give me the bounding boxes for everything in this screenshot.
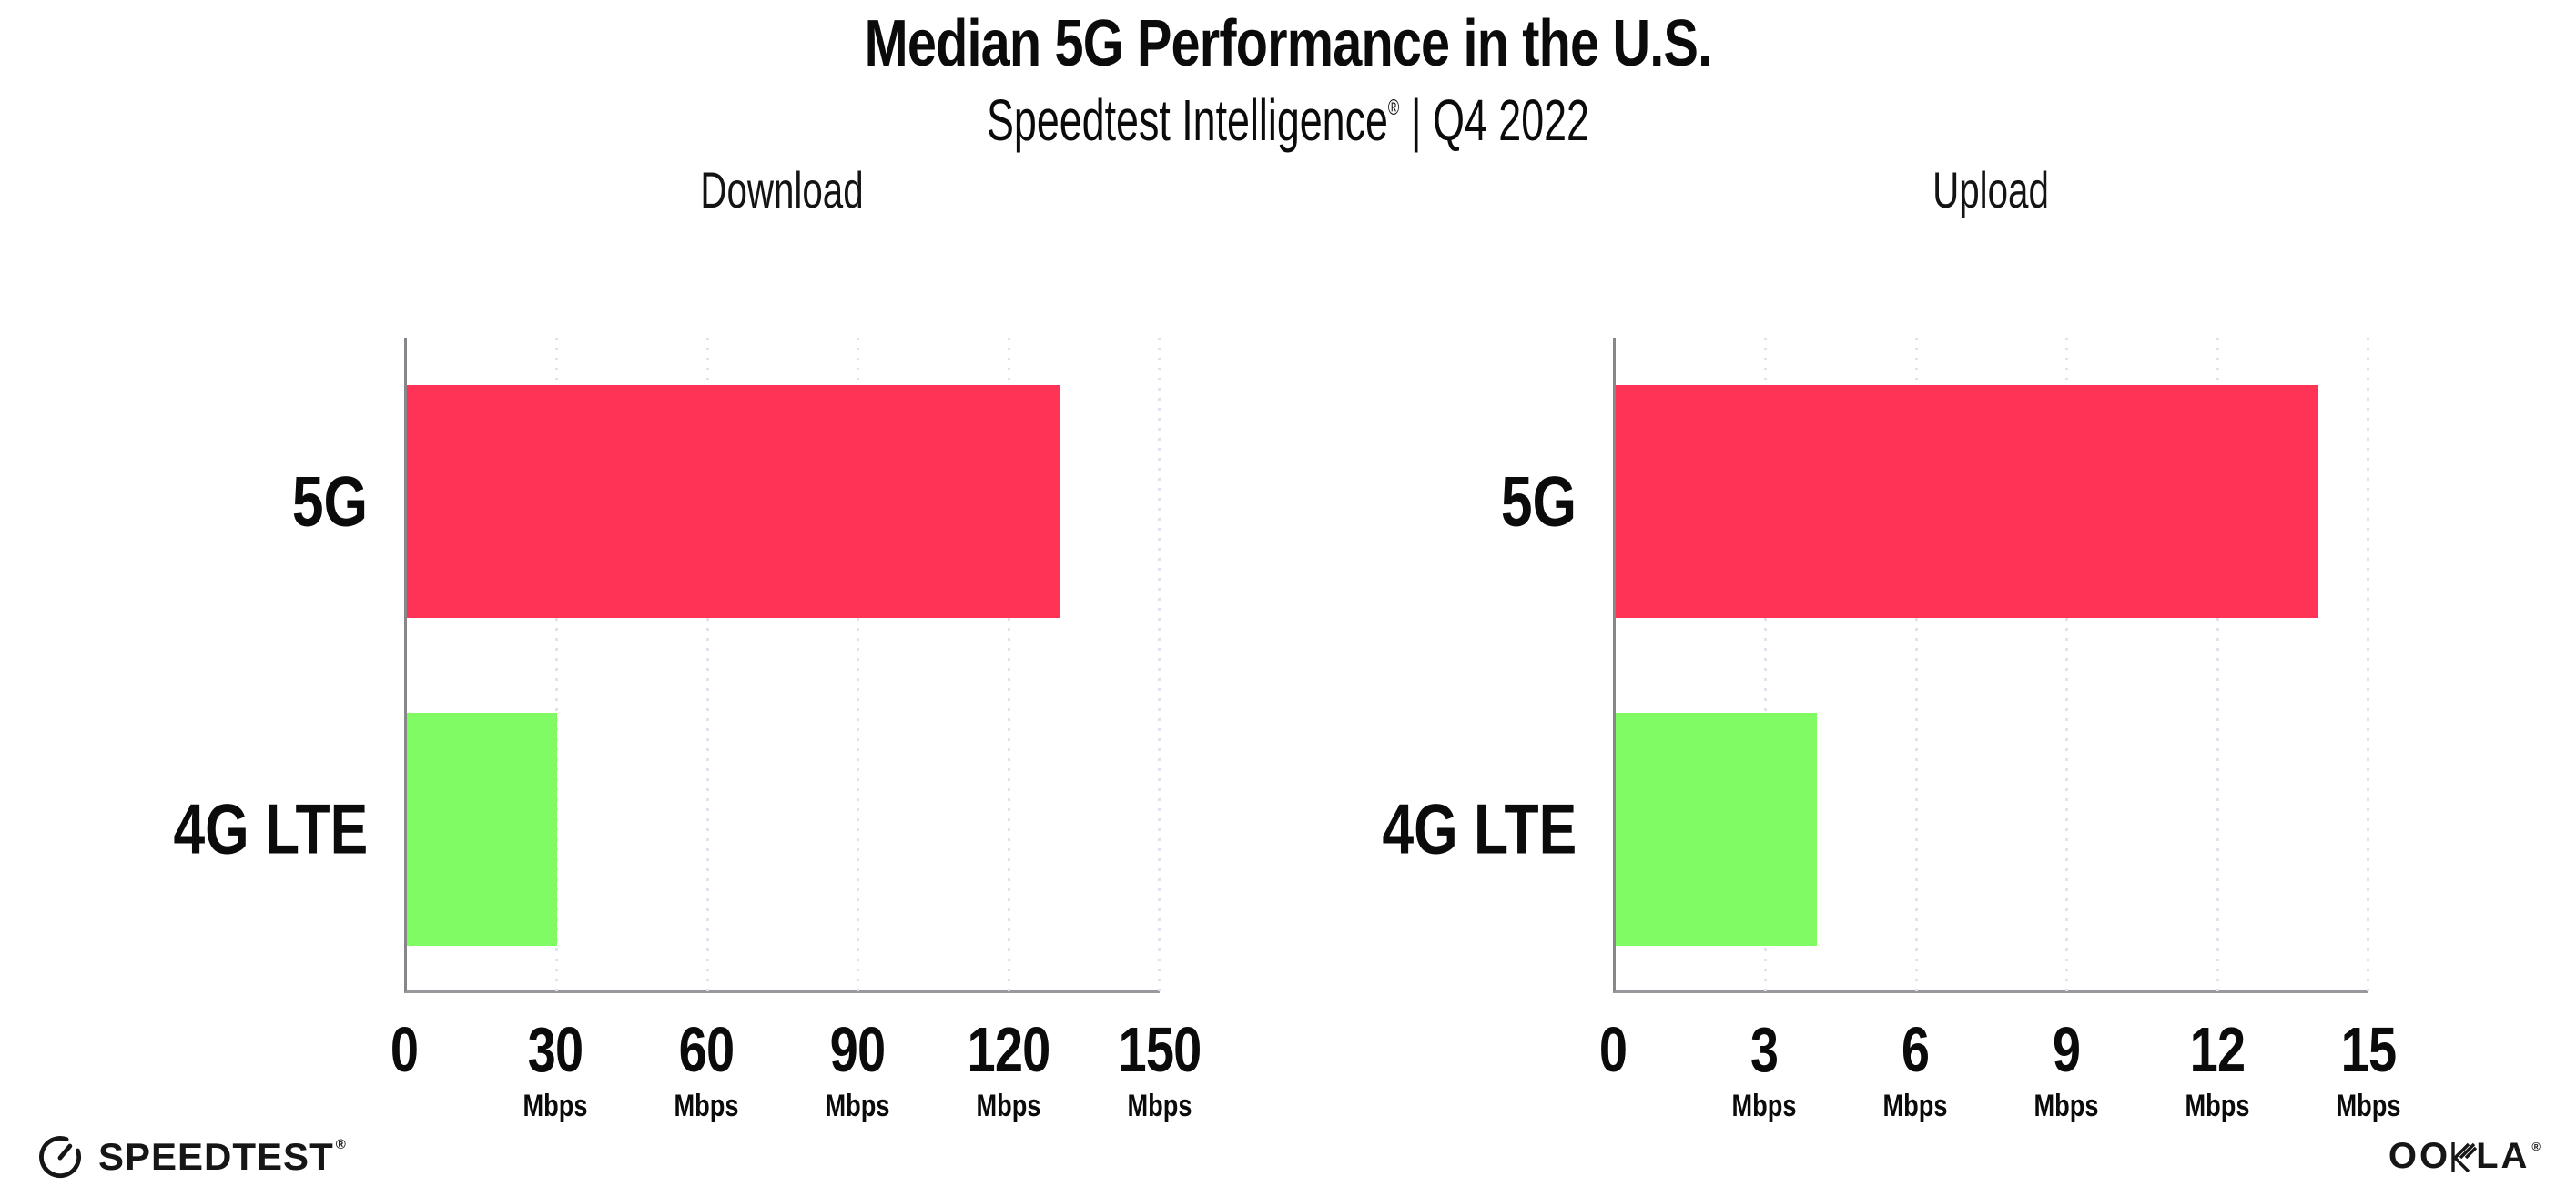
gridline — [1764, 338, 1768, 993]
header: Median 5G Performance in the U.S. Speedt… — [0, 0, 2576, 149]
registered-trademark-icon: ® — [1387, 96, 1400, 120]
x-tick-unit: Mbps — [976, 1089, 1041, 1123]
x-tick: 3 Mbps — [1684, 1017, 1844, 1124]
x-tick: 0 — [1533, 1017, 1693, 1082]
ookla-logo: OO LA ® — [2388, 1136, 2543, 1177]
upload-x-axis-ticks: 0 3 Mbps 6 Mbps 9 Mbps 12 Mbps 15 Mbps — [1599, 1017, 2401, 1176]
download-plot-row: 5G 4G LTE — [113, 338, 1161, 993]
x-tick-unit: Mbps — [825, 1089, 890, 1123]
x-tick-value: 6 — [1901, 1014, 1930, 1085]
x-tick: 9 Mbps — [1986, 1017, 2146, 1124]
download-x-axis-ticks: 0 30 Mbps 60 Mbps 90 Mbps 120 Mbps 150 Mbps — [390, 1017, 1202, 1176]
category-label-5g: 5G — [1500, 461, 1577, 542]
subtitle-separator: | — [1410, 87, 1422, 153]
x-tick: 150 Mbps — [1080, 1017, 1240, 1124]
x-tick-unit: Mbps — [2336, 1089, 2401, 1123]
speedtest-wordmark-text: SPEEDTEST — [98, 1135, 334, 1178]
gridline — [1158, 338, 1161, 993]
category-label-5g: 5G — [291, 461, 368, 542]
speedtest-wordmark: SPEEDTEST ® — [98, 1135, 347, 1179]
upload-plot-row: 5G 4G LTE — [1322, 338, 2369, 993]
x-tick: 15 Mbps — [2288, 1017, 2449, 1124]
gridline — [555, 338, 559, 993]
page-subtitle: Speedtest Intelligence® | Q4 2022 — [387, 80, 2190, 149]
upload-plot-area — [1613, 338, 2369, 993]
x-tick: 6 Mbps — [1835, 1017, 1995, 1124]
x-tick-value: 0 — [1598, 1014, 1628, 1085]
x-tick: 12 Mbps — [2137, 1017, 2297, 1124]
x-tick-value: 3 — [1749, 1014, 1779, 1085]
x-tick-value: 120 — [967, 1014, 1050, 1085]
gridline — [2367, 338, 2369, 993]
x-tick: 30 Mbps — [475, 1017, 635, 1124]
download-category-labels: 5G 4G LTE — [113, 338, 404, 993]
x-tick: 0 — [324, 1017, 484, 1082]
gridline — [2065, 338, 2069, 993]
ookla-wordmark-right: LA — [2476, 1136, 2530, 1176]
upload-category-labels: 5G 4G LTE — [1322, 338, 1613, 993]
x-tick-unit: Mbps — [1127, 1089, 1192, 1123]
subtitle-period: Q4 2022 — [1433, 87, 1589, 153]
x-tick-unit: Mbps — [2185, 1089, 2250, 1123]
x-tick-value: 12 — [2189, 1014, 2246, 1085]
x-tick-value: 150 — [1118, 1014, 1202, 1085]
registered-trademark-icon: ® — [2531, 1140, 2543, 1153]
gridline — [2216, 338, 2219, 993]
bar-5g-download — [407, 385, 1060, 618]
x-tick-value: 15 — [2340, 1014, 2398, 1085]
page-title: Median 5G Performance in the U.S. — [864, 7, 1712, 80]
charts-row: Download 5G 4G LTE 0 30 Mbps 60 Mbps 90 Mbp… — [0, 163, 2576, 1176]
x-tick-value: 90 — [829, 1014, 886, 1085]
x-tick-unit: Mbps — [2033, 1089, 2099, 1123]
speedtest-gauge-icon — [39, 1136, 82, 1179]
x-tick-value: 60 — [678, 1014, 735, 1085]
gridline — [857, 338, 860, 993]
bar-4g-lte-download — [407, 713, 558, 946]
ookla-wordmark: OO LA ® — [2388, 1136, 2543, 1177]
category-label-4g-lte: 4G LTE — [173, 788, 368, 869]
registered-trademark-icon: ® — [335, 1137, 347, 1152]
x-tick: 90 Mbps — [777, 1017, 938, 1124]
x-tick-unit: Mbps — [522, 1089, 588, 1123]
ookla-wordmark-left: OO — [2388, 1136, 2451, 1176]
category-label-4g-lte: 4G LTE — [1382, 788, 1577, 869]
download-chart-title: Download — [700, 161, 864, 218]
bar-5g-upload — [1616, 385, 2318, 618]
download-chart: Download 5G 4G LTE 0 30 Mbps 60 Mbps 90 Mbp… — [113, 161, 1202, 1176]
x-tick-value: 9 — [2052, 1014, 2081, 1085]
gridline — [1914, 338, 1918, 993]
x-tick-unit: Mbps — [1731, 1089, 1797, 1123]
gridline — [1007, 338, 1010, 993]
download-plot-area — [404, 338, 1161, 993]
upload-chart-title: Upload — [1932, 161, 2049, 218]
ookla-stylized-k-icon — [2451, 1141, 2478, 1172]
x-tick-value: 0 — [390, 1014, 419, 1085]
bar-4g-lte-upload — [1616, 713, 1817, 946]
upload-chart: Upload 5G 4G LTE 0 3 Mbps 6 Mbps 9 Mbps 12 M… — [1322, 161, 2401, 1176]
gridline — [705, 338, 709, 993]
x-tick: 60 Mbps — [626, 1017, 786, 1124]
x-tick: 120 Mbps — [928, 1017, 1089, 1124]
speedtest-logo: SPEEDTEST ® — [36, 1133, 347, 1181]
x-tick-unit: Mbps — [1882, 1089, 1948, 1123]
x-tick-unit: Mbps — [674, 1089, 739, 1123]
x-tick-value: 30 — [527, 1014, 583, 1085]
subtitle-brand: Speedtest Intelligence — [987, 87, 1388, 153]
